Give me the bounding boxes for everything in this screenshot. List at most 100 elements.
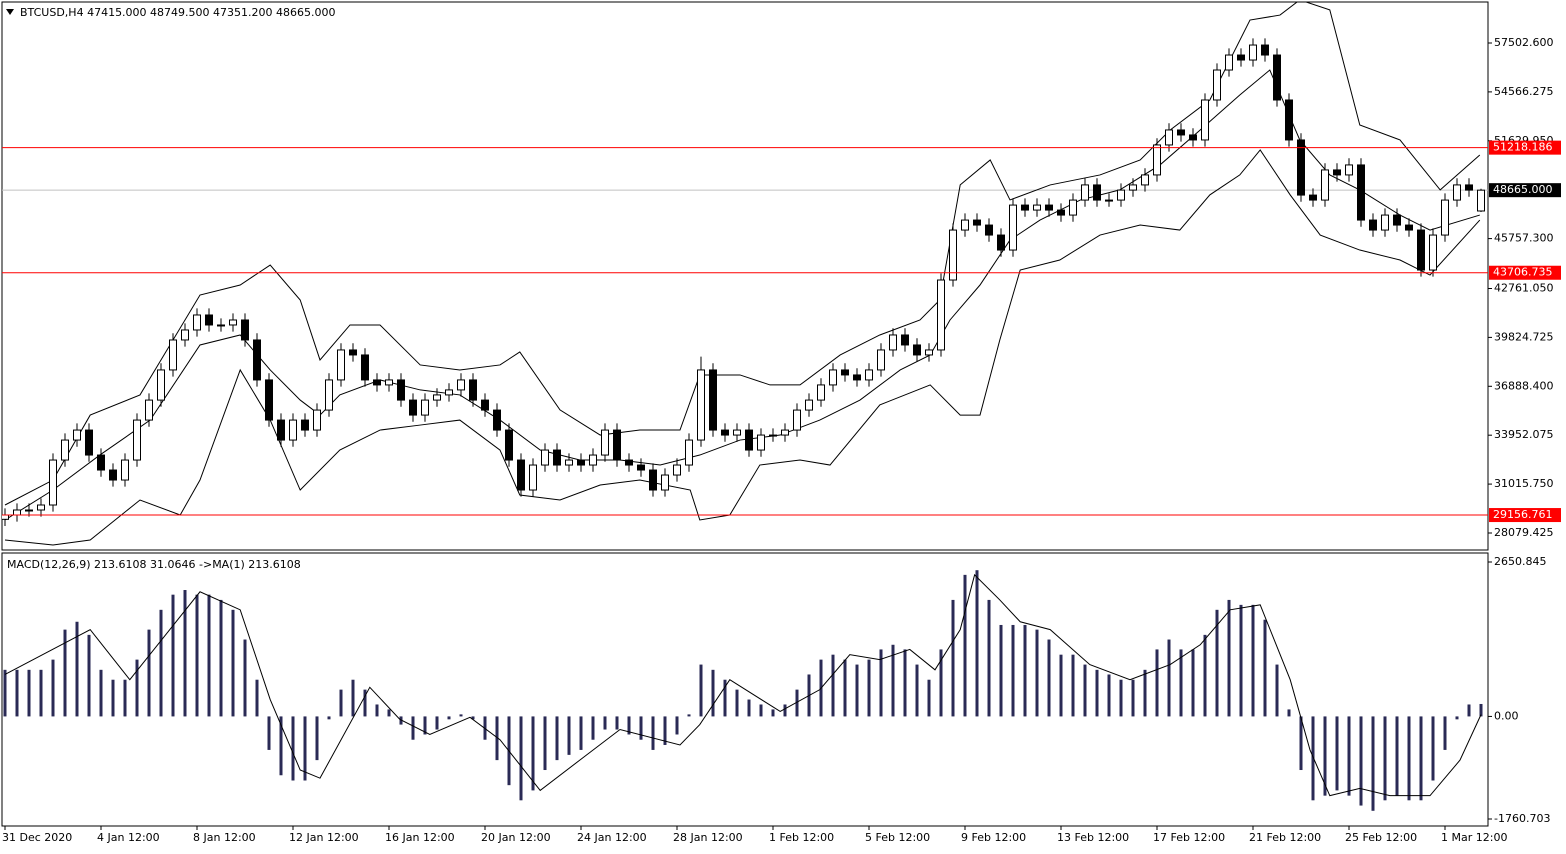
histogram-bar [579,716,583,750]
histogram-bar [195,594,199,717]
candle-body [217,324,225,327]
histogram-bar [1479,703,1483,717]
candle-body [721,429,729,436]
candle-body [601,429,609,456]
x-tick-label: 25 Feb 12:00 [1345,831,1417,844]
histogram-bar [939,649,943,717]
candle-body [1273,54,1281,101]
histogram-bar [1359,716,1363,806]
histogram-bar [1227,599,1231,717]
collapse-triangle[interactable] [6,9,14,15]
histogram-bar [1083,664,1087,717]
histogram-bar [747,699,751,717]
histogram-bar [1011,624,1015,717]
histogram-bar [231,609,235,717]
candle-body [1033,204,1041,211]
candle-body [1237,54,1245,61]
y-tick-label: 42761.050 [1494,281,1554,294]
y-tick-label: 36888.400 [1494,379,1554,392]
candle-body [1477,189,1485,212]
histogram-bar [51,659,55,717]
histogram-bar [1347,716,1351,796]
x-tick-label: 21 Feb 12:00 [1249,831,1321,844]
histogram-bar [1035,629,1039,717]
histogram-bar [603,716,607,730]
histogram-bar [627,716,631,735]
histogram-bar [567,716,571,755]
candle-body [205,314,213,326]
chart-title: BTCUSD,H4 47415.000 48749.500 47351.200 … [20,6,336,19]
candle-body [1345,164,1353,176]
candle-body [877,349,885,371]
candle-body [649,469,657,491]
candle-body [1309,194,1317,201]
candle-body [1297,139,1305,196]
candle-body [1057,209,1065,216]
candle-body [577,459,585,466]
x-tick-label: 12 Jan 12:00 [289,831,359,844]
candle-body [973,219,981,226]
histogram-bar [3,669,7,717]
histogram-bar [771,709,775,717]
histogram-bar [1047,639,1051,717]
price-level-label: 43706.735 [1493,266,1553,279]
y-tick-label: 57502.600 [1494,36,1554,49]
candle-body [613,429,621,461]
candle-body [625,459,633,466]
candle-body [1261,44,1269,56]
y-tick-label: 54566.275 [1494,85,1554,98]
x-tick-label: 17 Feb 12:00 [1153,831,1225,844]
histogram-bar [243,639,247,717]
candle-body [1429,234,1437,271]
candle-body [1381,214,1389,231]
histogram-bar [171,594,175,717]
candle-body [361,354,369,381]
histogram-bar [291,716,295,781]
histogram-bar [795,689,799,717]
candle-body [553,449,561,466]
histogram-bar [1395,716,1399,796]
candle-body [1081,184,1089,201]
histogram-bar [915,664,919,717]
candle-body [889,334,897,351]
candle-body [1153,144,1161,176]
x-tick-label: 13 Feb 12:00 [1057,831,1129,844]
histogram-bar [1215,609,1219,717]
histogram-bar [123,679,127,717]
candle-body [865,369,873,381]
y-tick-label: 45757.300 [1494,232,1554,245]
candle-body [109,469,117,481]
histogram-bar [1323,716,1327,796]
histogram-bar [735,689,739,717]
candle-body [481,399,489,411]
histogram-bar [711,669,715,717]
histogram-bar [999,624,1003,717]
macd-plot [3,570,1483,811]
candle-body [829,369,837,386]
histogram-bar [1431,716,1435,781]
x-tick-label: 16 Jan 12:00 [385,831,455,844]
candle-body [469,379,477,401]
price-level-tag [1489,140,1561,155]
candle-body [97,454,105,471]
histogram-bar [975,570,979,717]
candle-body [1201,99,1209,141]
candle-body [1225,54,1233,71]
candle-body [1333,169,1341,176]
candle-body [589,454,597,466]
current-price-label: 48665.000 [1493,183,1553,196]
histogram-bar [675,716,679,735]
candle-body [709,369,717,431]
candle-body [937,279,945,351]
candle-body [433,394,441,401]
candle-body [1117,189,1125,201]
histogram-bar [1107,674,1111,717]
candle-body [493,409,501,431]
candle-body [397,379,405,401]
candle-body [817,384,825,401]
candle-body [229,319,237,326]
candle-body [313,409,321,431]
candle-body [145,399,153,421]
